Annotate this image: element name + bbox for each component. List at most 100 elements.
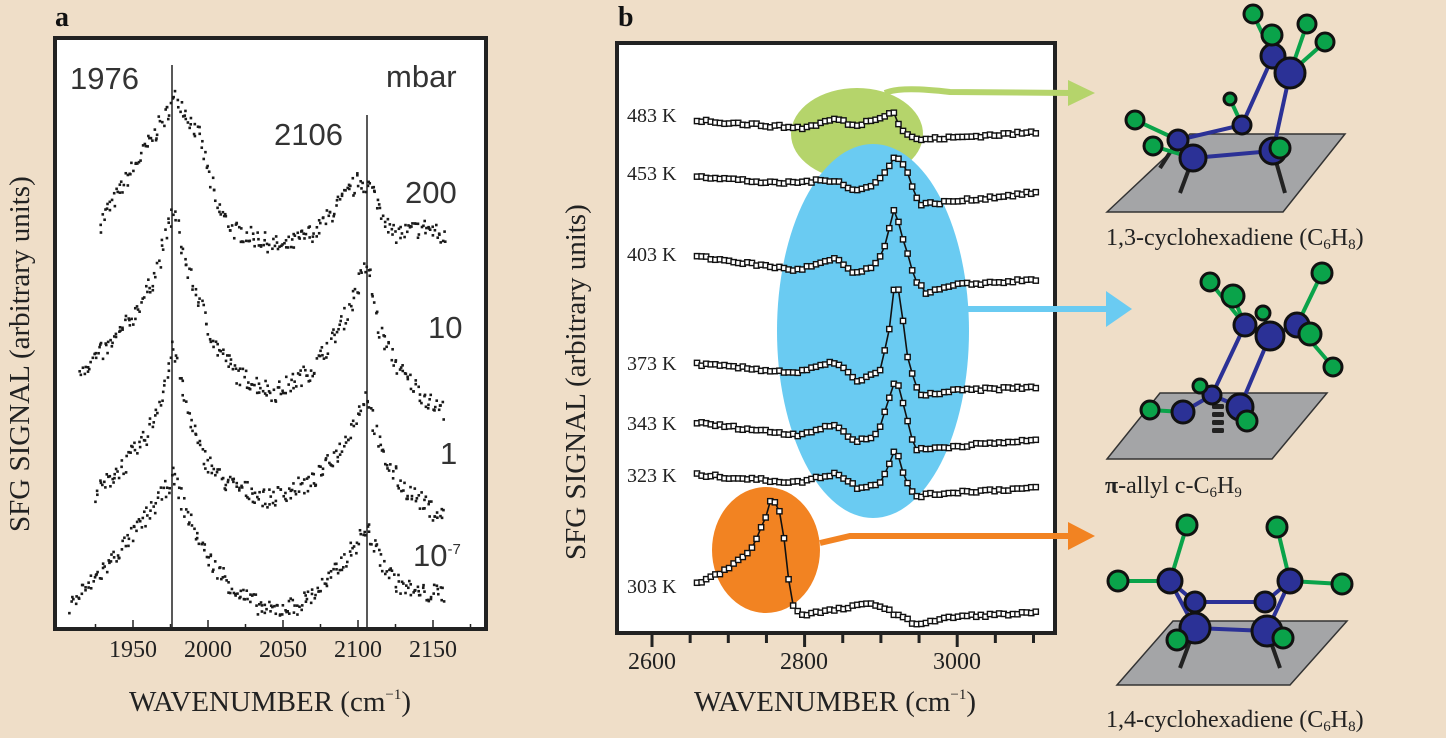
- scatter-point: [158, 259, 161, 263]
- scatter-point: [286, 246, 290, 249]
- scatter-point: [356, 172, 359, 175]
- scatter-point: [268, 600, 271, 604]
- molecule-label-14-cyclohexadiene: 1,4-cyclohexadiene (C6H8): [1106, 708, 1364, 735]
- trace-marker: [918, 282, 925, 289]
- scatter-point: [368, 182, 372, 185]
- scatter-point: [392, 223, 395, 227]
- scatter-point: [309, 601, 313, 605]
- scatter-point: [139, 159, 142, 162]
- scatter-point: [138, 440, 141, 444]
- scatter-point: [337, 327, 340, 331]
- scatter-point: [336, 460, 340, 463]
- scatter-point: [367, 530, 371, 533]
- scatter-point: [317, 231, 321, 235]
- scatter-point: [124, 318, 127, 322]
- scatter-point: [262, 490, 265, 493]
- scatter-point: [391, 477, 395, 480]
- scatter-point: [338, 453, 342, 456]
- scatter-point: [420, 401, 423, 405]
- trace-marker: [885, 224, 893, 232]
- scatter-point: [371, 409, 375, 412]
- scatter-point: [284, 391, 288, 395]
- scatter-point: [437, 408, 441, 412]
- scatter-point: [333, 333, 336, 337]
- scatter-point: [431, 225, 435, 229]
- scatter-point: [372, 185, 376, 189]
- scatter-point: [378, 564, 382, 567]
- scatter-point: [252, 238, 256, 241]
- scatter-point: [154, 501, 158, 505]
- scatter-point: [433, 405, 437, 409]
- scatter-point: [359, 269, 363, 272]
- scatter-point: [179, 110, 182, 114]
- scatter-point: [208, 185, 212, 189]
- scatter-point: [376, 198, 380, 202]
- scatter-point: [290, 378, 293, 382]
- scatter-point: [230, 587, 234, 591]
- trace-marker: [762, 514, 769, 521]
- scatter-point: [169, 225, 173, 228]
- scatter-point: [177, 496, 180, 500]
- scatter-point: [349, 423, 353, 426]
- scatter-point: [349, 184, 352, 188]
- scatter-point: [425, 598, 429, 602]
- scatter-point: [364, 391, 367, 394]
- scatter-point: [180, 251, 183, 255]
- scatter-point: [157, 491, 160, 494]
- scatter-point: [144, 524, 147, 528]
- scatter-point: [87, 367, 91, 371]
- scatter-point: [233, 364, 237, 367]
- trace-label-373k: 373 K: [627, 353, 677, 375]
- scatter-point: [197, 542, 201, 546]
- trace-marker: [794, 607, 802, 615]
- scatter-point: [351, 308, 354, 312]
- scatter-point: [189, 268, 193, 271]
- scatter-point: [234, 367, 238, 371]
- scatter-point: [423, 393, 427, 397]
- scatter-point: [235, 382, 238, 385]
- carbon-atom: [1166, 128, 1190, 152]
- scatter-point: [177, 486, 181, 490]
- scatter-point: [357, 291, 361, 295]
- scatter-point: [264, 379, 267, 383]
- scatter-point: [164, 108, 167, 111]
- scatter-point: [141, 297, 144, 300]
- trace-marker: [890, 206, 898, 214]
- scatter-point: [405, 584, 408, 587]
- scatter-point: [252, 593, 255, 596]
- scatter-point: [314, 593, 317, 597]
- trace-marker: [885, 162, 893, 170]
- scatter-point: [411, 222, 414, 225]
- trace-marker: [881, 470, 889, 478]
- scatter-point: [271, 247, 274, 251]
- scatter-point: [93, 575, 97, 579]
- scatter-point: [206, 164, 209, 168]
- scatter-point: [326, 352, 330, 356]
- scatter-point: [431, 234, 435, 237]
- scatter-point: [116, 554, 120, 557]
- scatter-point: [105, 570, 109, 574]
- trace-marker: [899, 161, 907, 168]
- scatter-point: [406, 377, 410, 381]
- scatter-point: [141, 516, 145, 520]
- scatter-point: [379, 553, 383, 556]
- scatter-point: [300, 481, 304, 485]
- scatter-point: [326, 577, 329, 581]
- scatter-point: [104, 343, 108, 347]
- scatter-point: [348, 303, 351, 306]
- scatter-point: [222, 348, 225, 352]
- scatter-point: [442, 600, 446, 603]
- scatter-point: [263, 502, 267, 506]
- scatter-point: [244, 494, 248, 498]
- scatter-point: [296, 613, 299, 616]
- scatter-point: [129, 526, 133, 530]
- scatter-point: [335, 198, 339, 202]
- scatter-point: [123, 536, 126, 540]
- x-label-exponent: −1: [950, 687, 967, 703]
- scatter-point: [284, 375, 288, 379]
- scatter-point: [392, 364, 396, 367]
- scatter-point: [198, 439, 202, 443]
- scatter-point: [218, 566, 222, 569]
- scatter-point: [265, 607, 268, 611]
- scatter-point: [310, 472, 314, 475]
